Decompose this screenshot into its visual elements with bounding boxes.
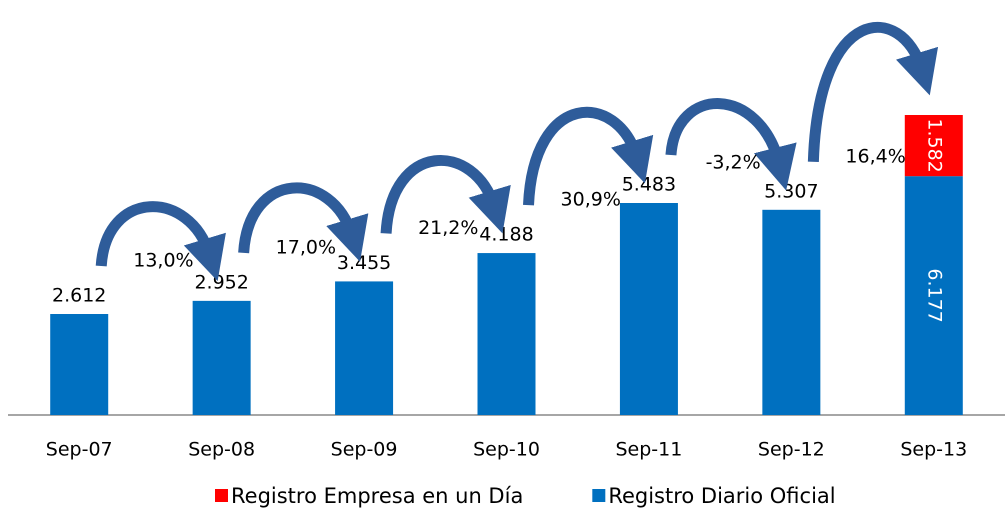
growth-arrow [523,106,654,206]
value-label: 6.177 [923,268,945,322]
growth-arrow [665,98,797,191]
bar [904,115,963,177]
legend-swatch [215,489,228,502]
growth-label: 21,2% [418,217,478,239]
x-tick-label: Sep-12 [758,439,825,461]
bar [192,300,251,415]
growth-arrow [380,155,511,234]
bar [619,203,678,415]
growth-label: 17,0% [276,236,336,258]
bar [50,314,109,415]
growth-label: 13,0% [133,250,193,272]
x-tick-label: Sep-07 [46,439,113,461]
x-tick-label: Sep-11 [616,439,683,461]
growth-label: -3,2% [706,151,761,173]
value-label: 4.188 [479,224,533,246]
value-label: 5.307 [764,180,818,202]
bar [904,176,963,415]
value-label: 5.483 [622,174,676,196]
value-label: 2.952 [194,271,248,293]
x-tick-label: Sep-08 [188,439,255,461]
legend-label: Registro Empresa en un Día [231,484,523,508]
bar [762,209,821,415]
growth-label: 16,4% [845,145,905,167]
growth-label: 30,9% [561,189,621,211]
x-tick-label: Sep-13 [900,439,967,461]
growth-arrow [238,182,369,262]
value-label: 1.582 [923,118,945,172]
legend-swatch [592,489,606,502]
x-tick-label: Sep-09 [331,439,398,461]
bar [335,281,394,415]
value-label: 3.455 [337,252,391,274]
legend-label: Registro Diario Oficial [608,484,835,508]
bar [477,253,536,415]
growth-arrow [95,201,226,282]
x-tick-label: Sep-10 [473,439,540,461]
growth-arrow [807,21,939,162]
value-label: 2.612 [52,285,106,307]
